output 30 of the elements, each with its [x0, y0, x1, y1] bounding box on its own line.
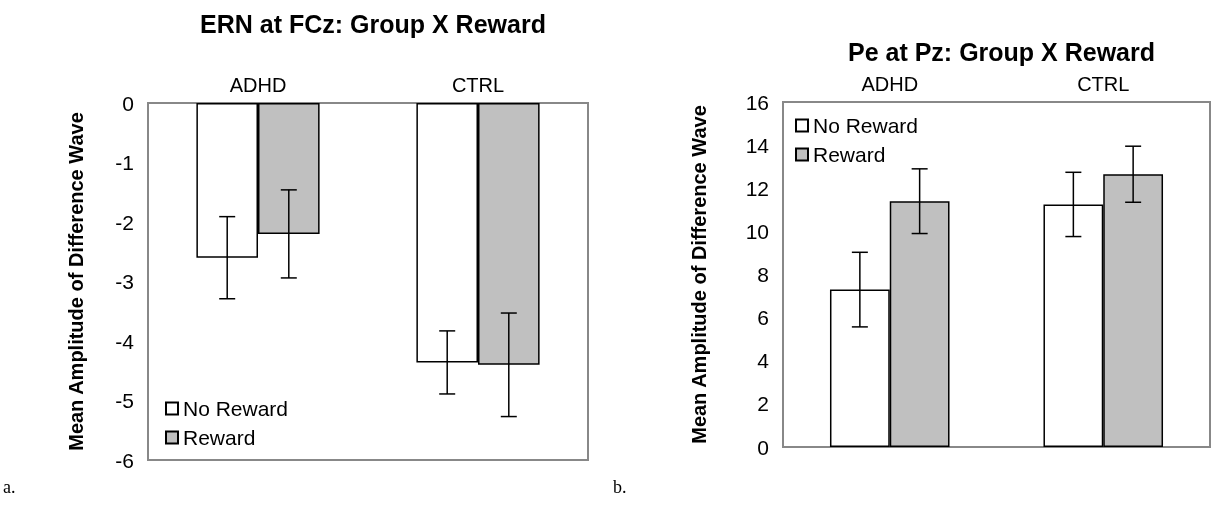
y-tick-label: -6 — [115, 448, 134, 472]
y-tick-label: 16 — [745, 90, 769, 114]
y-tick-label: 10 — [745, 219, 769, 243]
legend-label: Reward — [813, 143, 886, 166]
y-tick-label: 12 — [745, 176, 769, 200]
y-tick-label: -1 — [115, 151, 134, 174]
y-tick-label: 4 — [757, 349, 770, 373]
y-axis-title: Mean Amplitude of Difference Wave — [688, 105, 710, 444]
chart-title: ERN at FCz: Group X Reward — [200, 9, 546, 38]
x-tick-label: ADHD — [229, 74, 287, 96]
y-axis-title: Mean Amplitude of Difference Wave — [65, 112, 87, 451]
text: b. — [613, 477, 627, 497]
y-tick-label: 14 — [745, 133, 770, 157]
legend-label: No Reward — [183, 397, 289, 420]
legend-label: Reward — [183, 426, 256, 449]
y-tick-label: 6 — [757, 306, 769, 330]
x-tick-label: ADHD — [861, 73, 919, 95]
y-tick-label: -4 — [115, 329, 135, 353]
y-tick-label: -5 — [115, 389, 134, 412]
y-tick-label: 0 — [757, 435, 769, 459]
y-tick-label: -3 — [115, 270, 134, 293]
y-tick-label: 2 — [757, 392, 769, 416]
y-tick-label: -2 — [115, 210, 134, 234]
legend-label: No Reward — [813, 114, 919, 137]
y-tick-label: 8 — [757, 263, 769, 286]
chart-title: Pe at Pz: Group X Reward — [847, 37, 1156, 66]
x-tick-label: CTRL — [451, 74, 505, 96]
x-tick-label: CTRL — [1077, 73, 1130, 95]
y-tick-label: 0 — [122, 91, 134, 115]
text: a. — [3, 477, 16, 497]
